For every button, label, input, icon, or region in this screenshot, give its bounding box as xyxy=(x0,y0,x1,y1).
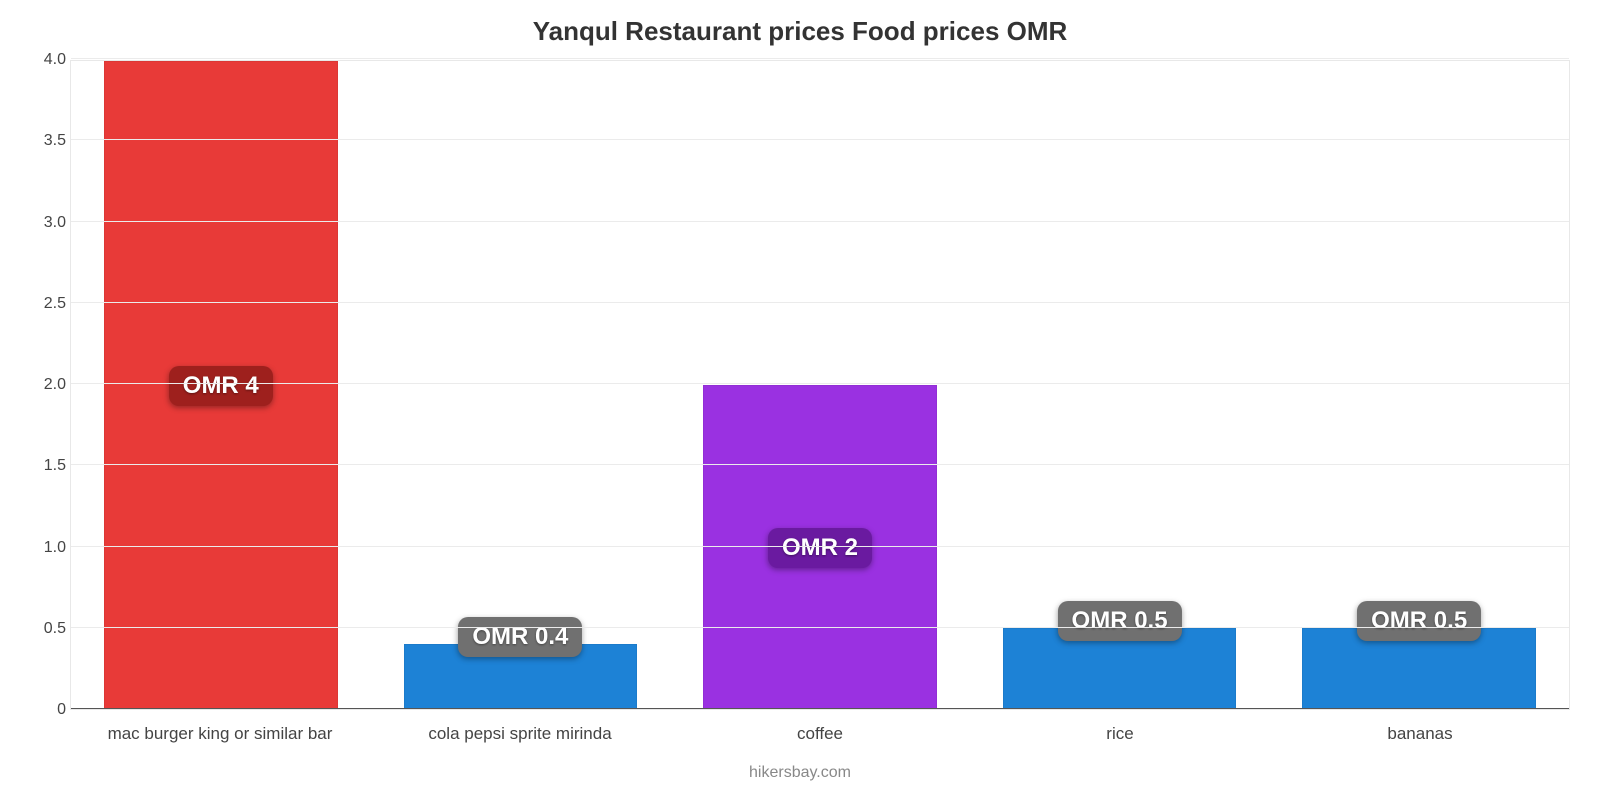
x-tick-label: bananas xyxy=(1270,714,1570,744)
x-tick-label: rice xyxy=(970,714,1270,744)
value-badge: OMR 2 xyxy=(768,528,872,568)
y-tick-label: 2.0 xyxy=(6,376,66,394)
bars-row: OMR 4OMR 0.4OMR 2OMR 0.5OMR 0.5 xyxy=(71,61,1569,709)
y-tick-label: 1.5 xyxy=(6,457,66,475)
value-badge: OMR 0.4 xyxy=(458,617,582,657)
y-tick-label: 0 xyxy=(6,701,66,719)
gridline xyxy=(71,221,1569,222)
y-tick-label: 1.0 xyxy=(6,539,66,557)
bar-slot: OMR 0.5 xyxy=(970,61,1270,709)
gridline xyxy=(71,139,1569,140)
bar: OMR 0.5 xyxy=(1302,628,1536,709)
gridline xyxy=(71,627,1569,628)
x-tick-label: cola pepsi sprite mirinda xyxy=(370,714,670,744)
value-badge: OMR 4 xyxy=(169,366,273,406)
gridline xyxy=(71,383,1569,384)
chart-title: Yanqul Restaurant prices Food prices OMR xyxy=(0,0,1600,55)
x-tick-label: mac burger king or similar bar xyxy=(70,714,370,744)
chart-container: Yanqul Restaurant prices Food prices OMR… xyxy=(0,0,1600,800)
gridline xyxy=(71,58,1569,59)
x-axis-labels: mac burger king or similar barcola pepsi… xyxy=(70,714,1570,744)
x-axis-baseline xyxy=(71,708,1569,709)
bar: OMR 4 xyxy=(104,61,338,709)
y-tick-label: 2.5 xyxy=(6,295,66,313)
bar: OMR 0.5 xyxy=(1003,628,1237,709)
bar: OMR 0.4 xyxy=(404,644,638,709)
y-tick-label: 0.5 xyxy=(6,620,66,638)
bar-slot: OMR 2 xyxy=(670,61,970,709)
footer-credit: hikersbay.com xyxy=(0,764,1600,782)
gridline xyxy=(71,546,1569,547)
gridline xyxy=(71,302,1569,303)
bar-slot: OMR 4 xyxy=(71,61,371,709)
bar-slot: OMR 0.4 xyxy=(371,61,671,709)
gridline xyxy=(71,464,1569,465)
y-tick-label: 4.0 xyxy=(6,51,66,69)
x-tick-label: coffee xyxy=(670,714,970,744)
y-tick-label: 3.5 xyxy=(6,132,66,150)
bar: OMR 2 xyxy=(703,385,937,709)
bar-slot: OMR 0.5 xyxy=(1269,61,1569,709)
value-badge: OMR 0.5 xyxy=(1357,601,1481,641)
y-tick-label: 3.0 xyxy=(6,214,66,232)
plot-area: OMR 4OMR 0.4OMR 2OMR 0.5OMR 0.5 xyxy=(70,60,1570,710)
value-badge: OMR 0.5 xyxy=(1058,601,1182,641)
